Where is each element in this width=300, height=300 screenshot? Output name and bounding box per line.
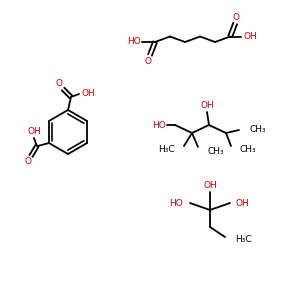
Text: O: O — [233, 13, 240, 22]
Text: O: O — [56, 80, 62, 88]
Text: OH: OH — [203, 181, 217, 190]
Text: OH: OH — [243, 32, 257, 41]
Text: H₃C: H₃C — [235, 235, 252, 244]
Text: H₃C: H₃C — [158, 146, 175, 154]
Text: HO: HO — [169, 199, 183, 208]
Text: OH: OH — [81, 89, 95, 98]
Text: O: O — [24, 157, 32, 166]
Text: O: O — [145, 56, 152, 65]
Text: HO: HO — [127, 38, 141, 46]
Text: CH₃: CH₃ — [250, 125, 267, 134]
Text: CH₃: CH₃ — [240, 145, 256, 154]
Text: OH: OH — [27, 127, 41, 136]
Text: OH: OH — [235, 199, 249, 208]
Text: CH₃: CH₃ — [207, 146, 224, 155]
Text: HO: HO — [152, 121, 166, 130]
Text: OH: OH — [200, 100, 214, 109]
